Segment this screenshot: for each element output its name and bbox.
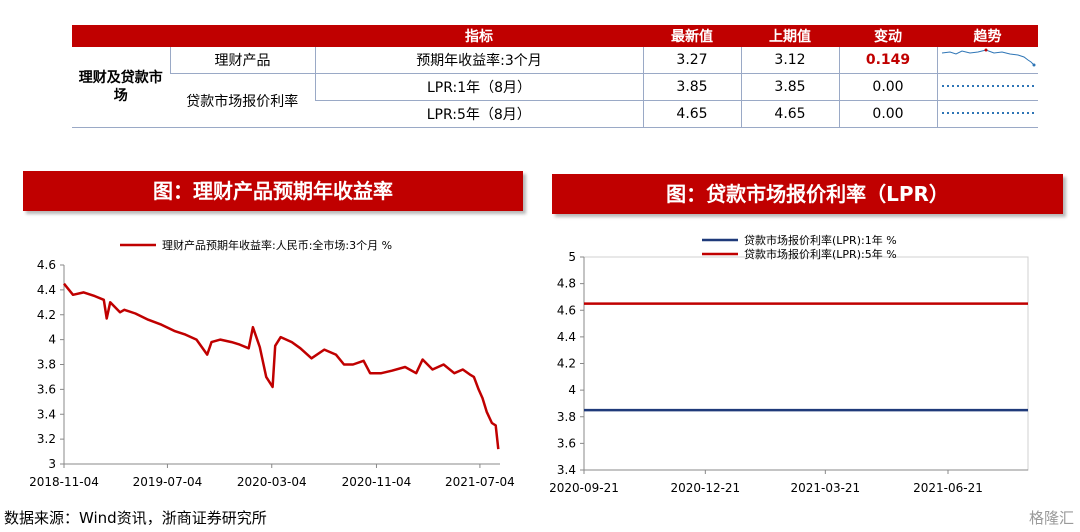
- latest-cell: 3.27: [642, 47, 741, 74]
- legend-label: 贷款市场报价利率(LPR):1年 %: [744, 233, 897, 247]
- y-tick-label: 4: [568, 383, 576, 397]
- change-cell: 0.149: [838, 47, 937, 74]
- y-tick-label: 4.4: [37, 283, 56, 297]
- header-indicator: 指标: [315, 25, 643, 47]
- table-row: LPR:5年（8月） 4.65 4.65 0.00: [72, 100, 1038, 128]
- header-previous: 上期值: [741, 25, 839, 47]
- trend-sparkline: [936, 47, 1038, 74]
- watermark: 格隆汇: [1028, 509, 1074, 527]
- x-tick-label: 2019-07-04: [133, 475, 203, 489]
- latest-cell: 4.65: [642, 100, 741, 128]
- left-chart-title: 图：理财产品预期年收益率: [23, 171, 523, 211]
- y-tick-label: 4.2: [557, 357, 576, 371]
- trend-sparkline: [936, 73, 1038, 101]
- y-tick-label: 3.2: [37, 432, 56, 446]
- sparkline-lpr5y: [941, 112, 1034, 114]
- source-note: 数据来源：Wind资讯，浙商证券研究所: [4, 509, 267, 527]
- x-tick-label: 2021-03-21: [790, 481, 860, 495]
- change-cell: 0.00: [838, 100, 937, 128]
- header-change: 变动: [839, 25, 937, 47]
- change-cell: 0.00: [838, 73, 937, 101]
- header-latest: 最新值: [643, 25, 741, 47]
- y-tick-label: 3: [48, 457, 56, 471]
- table-row: 贷款市场报价利率 LPR:1年（8月） 3.85 3.85 0.00: [72, 73, 1038, 128]
- x-tick-label: 2018-11-04: [29, 475, 99, 489]
- previous-cell: 3.85: [740, 73, 839, 101]
- y-tick-label: 3.6: [37, 382, 56, 396]
- latest-cell: 3.85: [642, 73, 741, 101]
- y-tick-label: 3.8: [37, 358, 56, 372]
- y-tick-label: 3.4: [37, 407, 56, 421]
- x-tick-label: 2020-11-04: [342, 475, 412, 489]
- y-tick-label: 4: [48, 333, 56, 347]
- legend-label: 理财产品预期年收益率:人民币:全市场:3个月 %: [162, 238, 392, 252]
- x-tick-label: 2021-07-04: [445, 475, 515, 489]
- sparkline-lpr1y: [941, 85, 1034, 87]
- table-header-row: 指标 最新值 上期值 变动 趋势: [72, 25, 1038, 47]
- indicator-cell: LPR:1年（8月）: [314, 73, 643, 101]
- y-tick-label: 3.6: [557, 436, 576, 450]
- y-tick-label: 4.2: [37, 308, 56, 322]
- y-tick-label: 4.6: [37, 258, 56, 272]
- group-cell: 贷款市场报价利率: [170, 73, 315, 128]
- previous-cell: 3.12: [740, 47, 839, 74]
- sparkline-wealth: [941, 48, 1036, 67]
- y-tick-label: 3.8: [557, 410, 576, 424]
- y-tick-label: 4.6: [557, 303, 576, 317]
- x-tick-label: 2020-09-21: [549, 481, 619, 495]
- y-tick-label: 4.8: [557, 277, 576, 291]
- legend-label: 贷款市场报价利率(LPR):5年 %: [744, 247, 897, 261]
- series-line: [63, 282, 500, 450]
- indicator-cell: LPR:5年（8月）: [315, 100, 643, 128]
- y-tick-label: 3.4: [557, 463, 576, 477]
- right-chart-title: 图：贷款市场报价利率（LPR）: [552, 174, 1063, 214]
- plot-frame: [583, 256, 1029, 471]
- group-cell: 理财产品: [169, 47, 315, 74]
- x-tick-label: 2021-06-21: [913, 481, 983, 495]
- x-tick-label: 2020-03-04: [237, 475, 307, 489]
- table-row: 理财及贷款市场 理财产品 预期年收益率:3个月 3.27 3.12 0.149: [72, 47, 1038, 128]
- wealth-yield-chart: 3 3.2 3.4 3.6 3.8 4 4.2 4.4 4.6 2018-11-04 2019-07…: [29, 238, 515, 489]
- previous-cell: 4.65: [740, 100, 839, 128]
- y-tick-label: 5: [568, 250, 576, 264]
- header-trend: 趋势: [937, 25, 1038, 47]
- lpr-chart: 3.4 3.6 3.8 4 4.2 4.4 4.6 4.8 5 2020-09-21 2020-12…: [549, 233, 1029, 495]
- indicator-cell: 预期年收益率:3个月: [314, 47, 643, 74]
- category-cell: 理财及贷款市场: [72, 47, 170, 128]
- trend-sparkline: [936, 100, 1038, 128]
- x-tick-label: 2020-12-21: [670, 481, 740, 495]
- indicator-table: 指标 最新值 上期值 变动 趋势 理财及贷款市场 理财产品 预期年收益率:3个月…: [72, 25, 1038, 128]
- y-tick-label: 4.4: [557, 330, 576, 344]
